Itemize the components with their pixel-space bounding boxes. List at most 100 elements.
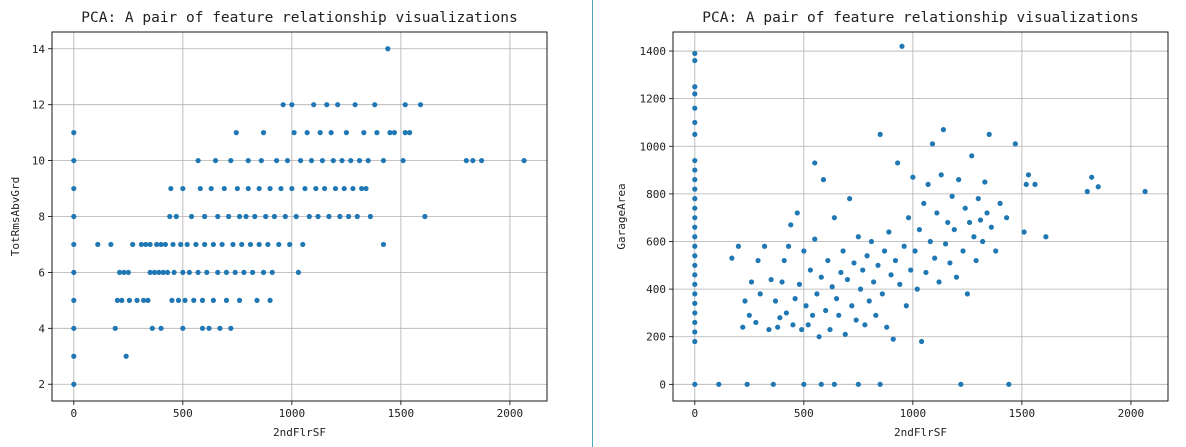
data-point: [250, 269, 256, 276]
data-point: [324, 102, 330, 108]
data-point: [962, 205, 968, 211]
data-point: [199, 325, 206, 331]
data-point: [71, 213, 77, 220]
data-point: [816, 334, 822, 340]
data-point: [692, 84, 698, 90]
data-point: [470, 157, 476, 164]
data-point: [263, 213, 269, 220]
data-point: [232, 269, 238, 276]
data-point: [417, 102, 424, 108]
data-point: [134, 297, 140, 303]
data-point: [269, 269, 275, 276]
data-point: [772, 298, 779, 304]
data-point: [875, 262, 881, 268]
data-point: [258, 157, 264, 164]
data-point: [365, 157, 371, 164]
data-point: [692, 262, 698, 268]
data-point: [692, 205, 698, 211]
data-point: [692, 167, 698, 173]
data-point: [116, 269, 123, 276]
data-point: [267, 297, 273, 303]
x-tick-label: 1000: [900, 407, 927, 420]
x-tick-label: 1500: [1009, 407, 1036, 420]
data-point: [315, 213, 321, 220]
data-point: [138, 241, 145, 248]
data-point: [521, 157, 527, 164]
data-point: [692, 105, 698, 111]
data-point: [71, 325, 77, 331]
data-point: [812, 160, 818, 166]
data-point: [302, 185, 308, 192]
data-point: [215, 213, 221, 220]
data-point: [984, 210, 990, 216]
data-point: [199, 297, 206, 303]
data-point: [1089, 174, 1095, 180]
data-point: [993, 248, 999, 254]
data-point: [293, 213, 299, 220]
data-point: [304, 130, 310, 136]
y-tick-label: 1400: [640, 45, 667, 58]
data-point: [284, 157, 291, 164]
data-point: [308, 157, 315, 164]
data-point: [195, 157, 201, 164]
data-point: [912, 248, 918, 254]
data-point: [947, 260, 953, 266]
data-point: [692, 50, 698, 57]
data-point: [949, 193, 955, 199]
data-point: [975, 196, 981, 202]
data-point: [226, 213, 232, 220]
data-point: [903, 303, 909, 309]
data-point: [934, 210, 940, 216]
data-point: [154, 241, 160, 248]
data-point: [977, 217, 984, 223]
data-point: [812, 236, 818, 242]
y-tick-label: 1000: [640, 140, 667, 153]
data-point: [1012, 141, 1018, 147]
data-point: [838, 269, 844, 276]
data-point: [156, 269, 162, 276]
data-point: [374, 130, 380, 136]
data-point: [208, 185, 214, 192]
data-point: [921, 200, 927, 207]
data-point: [313, 185, 319, 192]
data-point: [193, 241, 199, 248]
data-point: [746, 312, 752, 318]
x-tick-label: 2000: [1118, 407, 1145, 420]
data-point: [692, 157, 698, 164]
data-point: [971, 234, 977, 240]
data-point: [964, 291, 970, 297]
data-point: [328, 130, 334, 136]
data-point: [236, 213, 243, 220]
data-point: [796, 281, 803, 287]
data-point: [692, 91, 698, 97]
data-point: [1004, 215, 1010, 221]
data-point: [236, 297, 243, 303]
data-point: [692, 131, 698, 137]
data-point: [803, 303, 809, 309]
data-point: [855, 381, 861, 387]
data-point: [400, 157, 406, 164]
data-point: [202, 241, 208, 248]
data-point: [966, 219, 973, 226]
data-point: [260, 130, 267, 136]
data-point: [833, 296, 840, 302]
data-point: [158, 325, 164, 331]
data-point: [206, 325, 212, 331]
y-tick-label: 800: [646, 188, 666, 201]
data-point: [210, 241, 216, 248]
data-point: [354, 213, 360, 220]
data-point: [988, 224, 994, 230]
data-point: [241, 269, 247, 276]
data-point: [402, 130, 408, 136]
data-point: [149, 325, 155, 331]
data-point: [339, 157, 345, 164]
x-tick-label: 500: [173, 407, 193, 420]
data-point: [289, 102, 295, 108]
data-point: [278, 185, 284, 192]
data-point: [932, 255, 938, 261]
data-point: [692, 119, 698, 126]
data-point: [178, 241, 184, 248]
data-point: [71, 381, 77, 387]
data-point: [692, 224, 698, 230]
data-point: [345, 213, 352, 220]
